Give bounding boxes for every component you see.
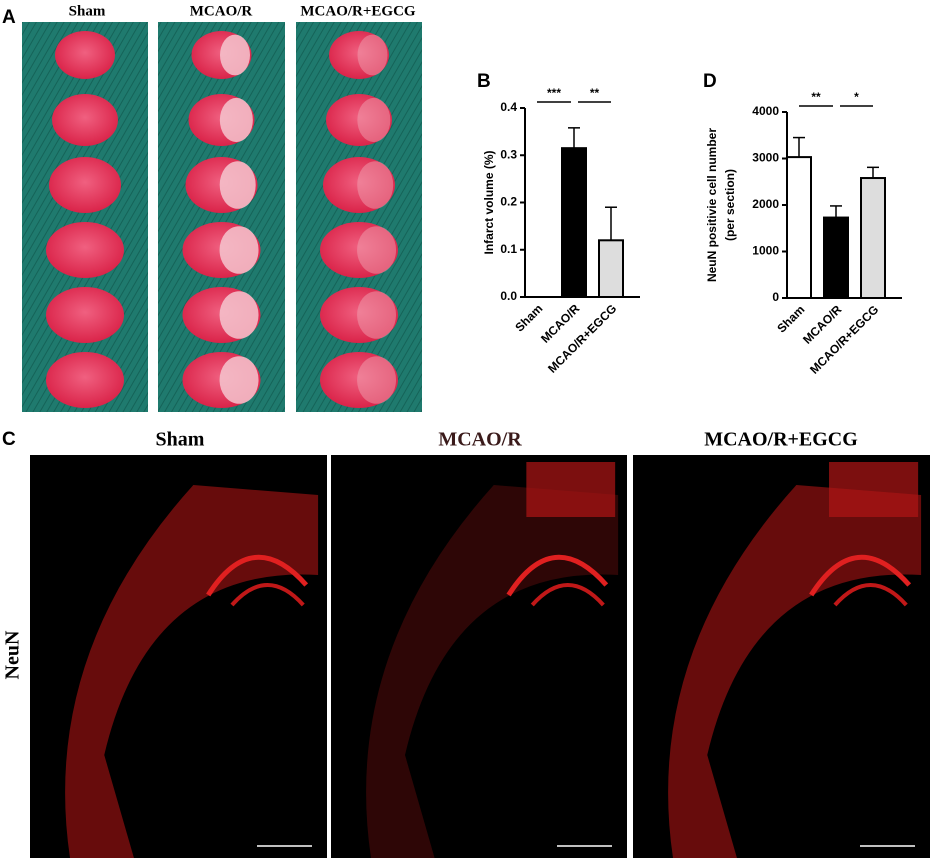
significance-label: **: [811, 90, 821, 104]
infarct: [219, 226, 259, 274]
hippocampus: [809, 555, 912, 597]
y-tick-label: 2000: [752, 197, 779, 211]
y-tick-label: 0.1: [500, 242, 517, 256]
brain-slice: [49, 157, 121, 213]
bar: [561, 147, 587, 298]
cortex: [668, 485, 922, 858]
hippocampus: [506, 555, 609, 597]
brain-slice: [55, 31, 115, 79]
y-tick-label: 4000: [752, 104, 779, 118]
column-label: Sham: [156, 429, 205, 451]
hippocampus: [230, 583, 305, 607]
y-tick-label: 0.4: [500, 100, 517, 114]
y-tick-label: 3000: [752, 151, 779, 165]
significance-label: ***: [547, 86, 561, 100]
brain-slice: [46, 222, 124, 278]
infarct: [357, 97, 391, 143]
infarct: [220, 34, 250, 76]
panel-label: B: [477, 71, 491, 92]
hippocampus: [833, 583, 908, 607]
x-tick-label: MCAO/R+EGCG: [545, 301, 619, 375]
hippocampus: [206, 555, 309, 597]
column-label: Sham: [69, 3, 106, 19]
panel-label: A: [2, 7, 16, 28]
column-label: MCAO/R: [190, 3, 253, 19]
y-axis-label: NeuN positivie cell number: [705, 128, 719, 282]
peri-infarct: [526, 462, 616, 517]
x-tick-label: Sham: [512, 301, 545, 334]
column-label: MCAO/R+EGCG: [704, 429, 858, 451]
bar: [823, 216, 849, 299]
x-tick-label: MCAO/R+EGCG: [807, 302, 881, 376]
photo: [296, 22, 422, 412]
cortex: [65, 485, 319, 858]
infarct: [219, 97, 253, 143]
infarct: [357, 34, 388, 76]
infarct: [357, 226, 397, 274]
column-label: MCAO/R: [438, 429, 522, 451]
peri-infarct: [829, 462, 919, 517]
y-axis-label: Infarct volume (%): [482, 150, 496, 254]
brain-slice: [46, 287, 124, 343]
y-tick-label: 0.0: [500, 289, 517, 303]
bar: [860, 177, 886, 299]
panel-label: D: [703, 71, 717, 92]
column-label: MCAO/R+EGCG: [300, 3, 416, 19]
brain-slice: [46, 352, 124, 408]
photo: [22, 22, 148, 412]
photo: [158, 22, 285, 412]
infarct: [219, 161, 256, 209]
infarct: [219, 356, 259, 404]
brain-slice: [52, 94, 118, 146]
y-axis-label: (per section): [723, 169, 737, 241]
y-tick-label: 1000: [752, 244, 779, 258]
panel-label: C: [2, 429, 16, 450]
y-tick-label: 0: [772, 290, 779, 304]
y-tick-label: 0.2: [500, 195, 517, 209]
bar: [786, 156, 812, 299]
cortex: [366, 485, 619, 858]
x-tick-label: Sham: [774, 302, 807, 335]
y-tick-label: 0.3: [500, 147, 517, 161]
bar: [598, 239, 624, 299]
infarct: [357, 291, 397, 339]
significance-label: **: [590, 86, 600, 100]
infarct: [357, 356, 397, 404]
infarct: [357, 161, 394, 209]
hippocampus: [530, 583, 605, 607]
infarct: [219, 291, 259, 339]
significance-label: *: [854, 90, 859, 104]
row-label: NeuN: [2, 630, 24, 679]
